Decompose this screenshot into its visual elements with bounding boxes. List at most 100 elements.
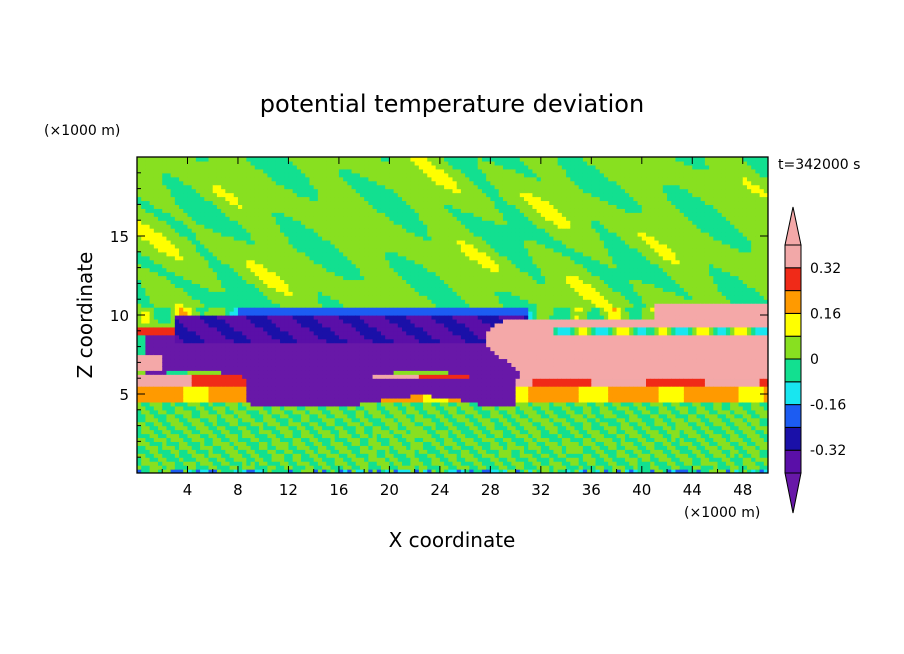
contour-cell: [263, 224, 269, 229]
contour-cell: [229, 397, 235, 403]
contour-cell: [309, 386, 315, 391]
contour-cell: [179, 299, 184, 304]
contour-cell: [174, 164, 180, 170]
contour-cell: [145, 338, 151, 344]
contour-cell: [254, 401, 260, 407]
contour-cell: [191, 433, 197, 439]
contour-cell: [330, 291, 336, 296]
contour-cell: [355, 366, 361, 371]
contour-cell: [267, 374, 273, 379]
contour-cell: [380, 413, 386, 419]
contour-cell: [389, 433, 395, 439]
contour-cell: [195, 350, 201, 356]
contour-cell: [334, 228, 340, 233]
contour-cell: [271, 255, 277, 261]
contour-cell: [385, 413, 390, 419]
contour-cell: [347, 330, 353, 336]
contour-cell: [267, 342, 273, 348]
contour-cell: [158, 322, 163, 328]
contour-cell: [380, 251, 386, 257]
contour-cell: [301, 243, 306, 249]
contour-cell: [153, 200, 159, 205]
contour-cell: [170, 453, 176, 458]
contour-cell: [313, 362, 319, 367]
contour-cell: [141, 275, 147, 281]
contour-cell: [380, 334, 386, 340]
contour-cell: [237, 259, 243, 265]
contour-cell: [187, 315, 193, 320]
contour-cell: [174, 374, 180, 379]
contour-cell: [174, 334, 180, 340]
contour-cell: [326, 386, 332, 391]
contour-cell: [263, 358, 269, 363]
contour-cell: [389, 157, 395, 162]
contour-cell: [322, 212, 327, 217]
contour-cell: [263, 216, 269, 221]
contour-cell: [267, 334, 273, 340]
contour-cell: [237, 354, 243, 360]
contour-cell: [145, 216, 151, 221]
contour-cell: [368, 425, 374, 431]
contour-cell: [246, 259, 252, 265]
contour-cell: [212, 251, 218, 257]
contour-cell: [170, 374, 176, 379]
contour-cell: [305, 366, 311, 371]
contour-cell: [254, 397, 260, 403]
contour-cell: [393, 342, 399, 348]
contour-cell: [233, 212, 239, 217]
contour-cell: [204, 378, 210, 383]
contour-cell: [204, 168, 210, 174]
contour-cell: [187, 425, 193, 431]
contour-cell: [208, 224, 214, 229]
contour-cell: [347, 405, 353, 411]
contour-cell: [380, 239, 386, 245]
contour-cell: [292, 417, 298, 423]
contour-cell: [372, 232, 378, 237]
contour-cell: [309, 453, 315, 458]
contour-cell: [334, 390, 340, 395]
contour-cell: [372, 449, 378, 454]
contour-cell: [145, 208, 151, 213]
contour-cell: [267, 330, 273, 336]
contour-cell: [200, 441, 205, 446]
contour-cell: [330, 461, 336, 466]
contour-cell: [372, 160, 378, 166]
contour-cell: [343, 192, 348, 198]
contour-cell: [158, 307, 163, 312]
contour-cell: [376, 176, 382, 182]
contour-cell: [233, 374, 239, 379]
contour-cell: [195, 382, 201, 387]
contour-cell: [271, 437, 277, 442]
contour-cell: [347, 457, 353, 462]
contour-cell: [301, 303, 306, 308]
contour-cell: [334, 370, 340, 375]
contour-cell: [195, 334, 201, 340]
contour-cell: [347, 461, 353, 466]
contour-cell: [288, 168, 294, 174]
contour-cell: [225, 216, 231, 221]
contour-cell: [359, 243, 365, 249]
contour-cell: [200, 334, 205, 340]
contour-cell: [271, 157, 277, 162]
contour-cell: [359, 386, 365, 391]
contour-cell: [204, 315, 210, 320]
contour-cell: [153, 243, 159, 249]
contour-cell: [187, 255, 193, 261]
contour-cell: [296, 212, 302, 217]
contour-cell: [271, 394, 277, 399]
contour-cell: [267, 236, 273, 241]
contour-cell: [187, 228, 193, 233]
contour-cell: [149, 287, 155, 292]
contour-cell: [200, 255, 205, 261]
contour-cell: [137, 255, 142, 261]
contour-cell: [368, 315, 374, 320]
contour-cell: [263, 378, 269, 383]
contour-cell: [246, 441, 252, 446]
contour-cell: [153, 315, 159, 320]
contour-cell: [275, 425, 281, 431]
contour-cell: [191, 326, 197, 332]
contour-cell: [204, 180, 210, 186]
contour-cell: [313, 251, 319, 257]
contour-cell: [153, 251, 159, 257]
contour-cell: [359, 255, 365, 261]
